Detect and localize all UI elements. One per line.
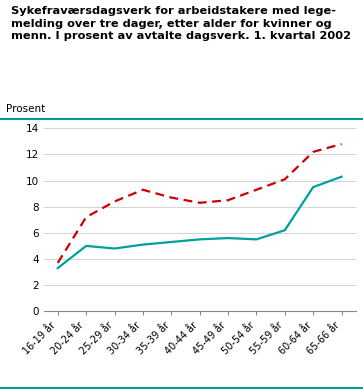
Kvinner	[254, 187, 258, 192]
Menn	[84, 244, 88, 248]
Menn	[169, 240, 174, 244]
Menn	[197, 237, 202, 242]
Menn	[226, 236, 230, 240]
Kvinner	[283, 177, 287, 182]
Text: Prosent: Prosent	[6, 104, 45, 114]
Kvinner	[197, 200, 202, 205]
Menn	[56, 266, 60, 270]
Kvinner	[112, 199, 117, 204]
Kvinner	[169, 195, 174, 200]
Kvinner	[226, 198, 230, 203]
Kvinner	[311, 149, 315, 154]
Kvinner	[56, 261, 60, 265]
Line: Menn: Menn	[58, 177, 342, 268]
Text: Sykefraværsdagsverk for arbeidstakere med lege-
melding over tre dager, etter al: Sykefraværsdagsverk for arbeidstakere me…	[11, 6, 351, 42]
Menn	[311, 185, 315, 189]
Menn	[339, 174, 344, 179]
Menn	[112, 246, 117, 251]
Line: Kvinner: Kvinner	[58, 144, 342, 263]
Kvinner	[339, 142, 344, 146]
Kvinner	[141, 187, 145, 192]
Menn	[254, 237, 258, 242]
Kvinner	[84, 215, 88, 219]
Menn	[283, 228, 287, 233]
Menn	[141, 242, 145, 247]
